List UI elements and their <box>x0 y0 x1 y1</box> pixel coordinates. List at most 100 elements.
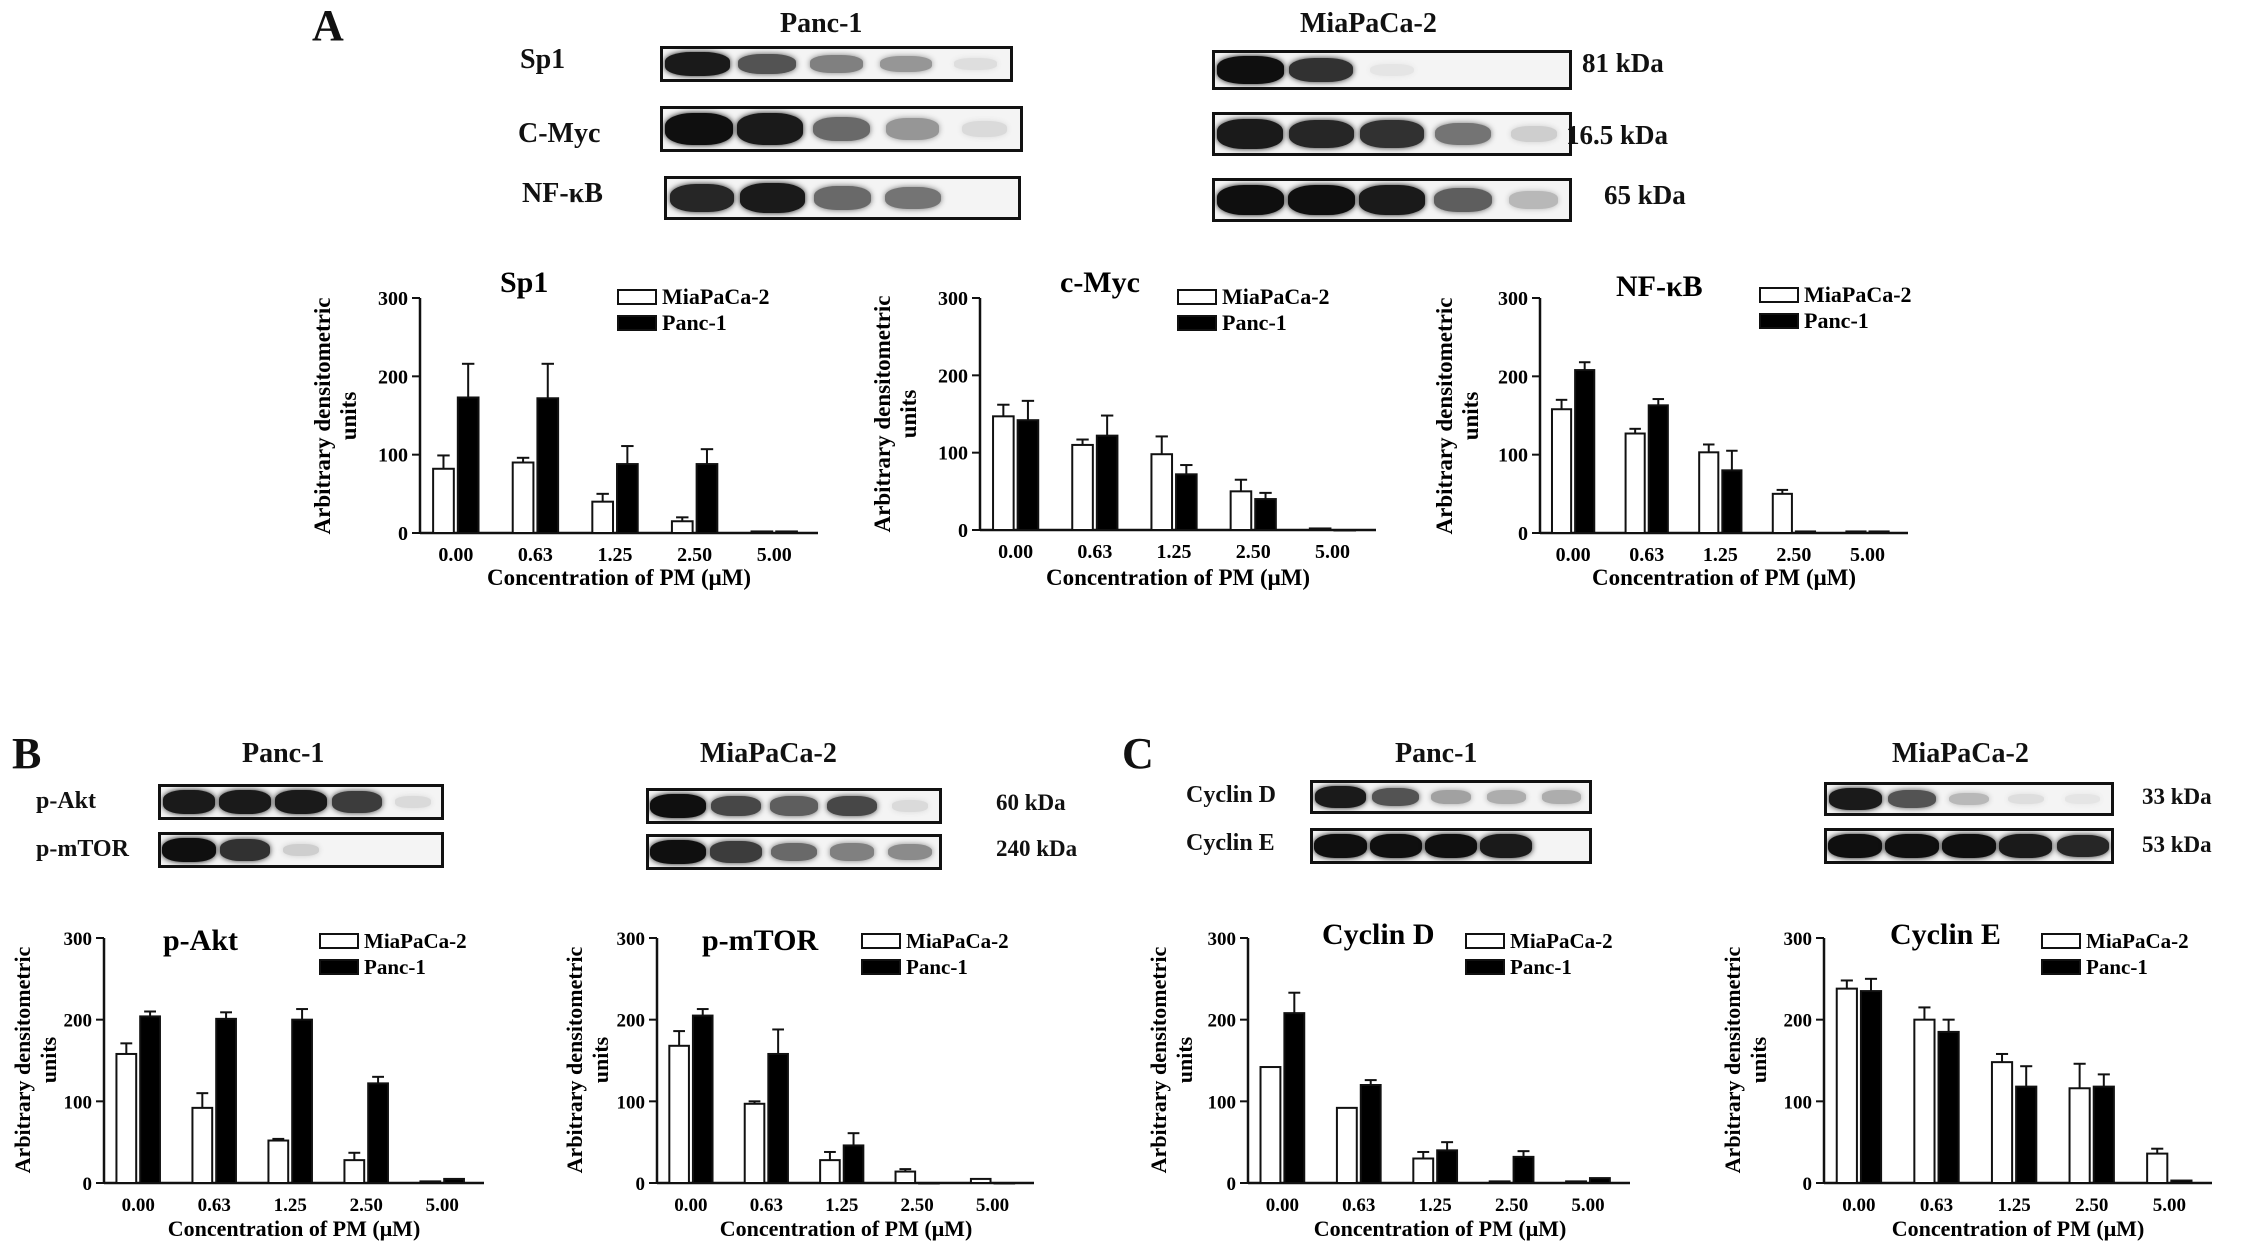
bar-miapaca2 <box>969 1177 992 1184</box>
legend-label: MiaPaCa-2 <box>364 929 467 953</box>
blot-c-row0-panc <box>1310 780 1592 814</box>
blot-band <box>665 52 731 76</box>
bar-miapaca2 <box>1259 1066 1282 1184</box>
blot-band <box>162 838 216 862</box>
legend-swatch <box>1465 959 1505 975</box>
bar-miapaca2 <box>743 1102 766 1184</box>
blot-band <box>1287 184 1355 216</box>
bar-panc1 <box>2170 1179 2193 1185</box>
blot-band <box>809 55 864 73</box>
y-tick-label: 200 <box>1208 1011 1237 1032</box>
blot-b-row0-label: p-Akt <box>36 788 97 814</box>
bar-panc1 <box>1794 530 1817 535</box>
x-tick-label: 1.25 <box>598 544 633 566</box>
blot-band <box>1217 119 1284 149</box>
y-tick-label: 300 <box>617 929 646 950</box>
x-tick-label: 0.00 <box>674 1195 707 1216</box>
bar-panc1 <box>443 1177 465 1184</box>
x-tick-label: 0.00 <box>998 541 1033 563</box>
bar-panc1 <box>616 463 639 535</box>
blot-c-row0-mia <box>1824 782 2114 816</box>
blot-b-row1-mia <box>646 834 942 870</box>
blot-a-row2-kda: 65 kDa <box>1604 180 1686 210</box>
x-tick-label: 0.63 <box>1920 1195 1953 1216</box>
blot-band <box>650 794 706 818</box>
bar-miapaca2 <box>819 1159 841 1184</box>
bar-panc1 <box>767 1052 789 1185</box>
x-tick-label: 0.63 <box>198 1195 231 1216</box>
bar-miapaca2 <box>591 500 615 534</box>
y-axis-label-line1: Arbitrary densitometric <box>1720 946 1745 1173</box>
x-axis-label: Concentration of PM (μM) <box>487 565 751 590</box>
legend-label: Panc-1 <box>1222 310 1287 335</box>
blot-band <box>736 113 804 145</box>
legend-label: MiaPaCa-2 <box>2086 929 2189 953</box>
legend-swatch <box>319 959 359 975</box>
y-axis-label-line1: Arbitrary densitometric <box>870 296 895 533</box>
x-axis-label: Concentration of PM (μM) <box>1892 1216 2145 1241</box>
bar-panc1 <box>1254 498 1277 532</box>
bar-panc1 <box>1647 404 1669 535</box>
legend-label: MiaPaCa-2 <box>1510 929 1613 953</box>
blot-band <box>664 113 733 145</box>
y-tick-label: 300 <box>378 288 408 310</box>
blot-band <box>770 842 818 862</box>
x-axis-label: Concentration of PM (μM) <box>720 1216 973 1241</box>
blot-band <box>1433 187 1493 213</box>
bar-panc1 <box>139 1015 161 1185</box>
y-tick-label: 300 <box>1208 929 1237 950</box>
blot-band <box>1828 788 1882 810</box>
bar-panc1 <box>291 1018 313 1185</box>
x-tick-label: 0.63 <box>1629 544 1664 566</box>
blot-band <box>218 790 272 814</box>
x-tick-label: 5.00 <box>976 1195 1009 1216</box>
legend-label: Panc-1 <box>364 955 426 979</box>
x-tick-label: 0.63 <box>518 544 553 566</box>
x-tick-label: 5.00 <box>426 1195 459 1216</box>
bar-miapaca2 <box>1835 987 1858 1185</box>
legend-swatch <box>617 289 657 305</box>
bar-miapaca2 <box>1913 1018 1936 1185</box>
blot-a-row2-panc <box>664 176 1021 220</box>
bar-miapaca2 <box>419 1180 442 1185</box>
bar-chart-p-akt: 0 100 200 300 0.00 0.63 1.25 2.50 5.00 p-Akt MiaPa… <box>10 924 484 1241</box>
blot-band <box>710 841 762 863</box>
bar-panc1 <box>1359 1084 1382 1184</box>
blot-band <box>1314 786 1367 808</box>
blot-a-panc-title: Panc-1 <box>780 8 863 39</box>
y-tick-label: 300 <box>64 929 93 950</box>
legend-swatch <box>1177 315 1217 331</box>
bar-panc1 <box>993 1182 1016 1185</box>
bar-miapaca2 <box>670 520 694 534</box>
y-axis-label-line2: units <box>36 1036 61 1083</box>
x-tick-label: 5.00 <box>757 544 792 566</box>
x-tick-label: 1.25 <box>274 1195 307 1216</box>
x-tick-label: 1.25 <box>1157 541 1192 563</box>
x-axis-label: Concentration of PM (μM) <box>1046 565 1310 590</box>
blot-band <box>1999 834 2053 858</box>
bar-miapaca2 <box>1698 451 1720 535</box>
blot-a-row2-label: NF-κB <box>522 178 603 209</box>
blot-c-row0-kda: 33 kDa <box>2142 784 2212 809</box>
blot-band <box>737 54 797 74</box>
blot-c-row1-panc <box>1310 828 1592 864</box>
y-axis-label: Arbitrary densitometric units <box>10 946 61 1173</box>
y-axis-label-line2: units <box>1172 1036 1197 1083</box>
bar-panc1 <box>775 530 798 535</box>
blot-b-row0-panc <box>158 784 444 820</box>
blot-band <box>1888 789 1937 809</box>
y-axis-label: Arbitrary densitometric units <box>870 296 921 533</box>
bar-miapaca2 <box>1565 1180 1587 1185</box>
y-axis-label-line1: Arbitrary densitometric <box>10 946 35 1173</box>
blot-band <box>770 796 818 816</box>
bar-panc1 <box>367 1082 389 1185</box>
blot-band <box>1828 834 1883 858</box>
blot-band <box>739 183 806 213</box>
blot-band <box>1358 185 1425 215</box>
y-axis-label: Arbitrary densitometric units <box>310 298 361 535</box>
bar-chart-nf-b: 0 100 200 300 0.00 0.63 1.25 2.50 5.00 NF-κB MiaPa… <box>1432 270 1912 590</box>
x-tick-label: 1.25 <box>825 1195 858 1216</box>
bar-panc1 <box>1512 1155 1535 1185</box>
legend-label: Panc-1 <box>906 955 968 979</box>
bar-miapaca2 <box>1308 527 1332 531</box>
